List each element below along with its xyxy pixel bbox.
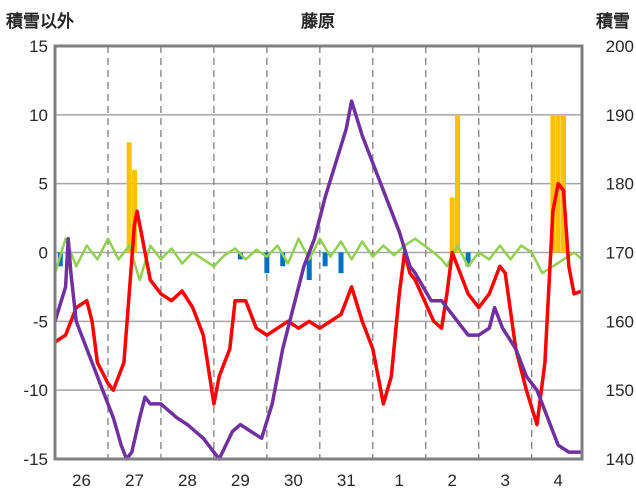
right-tick-label: 200 — [606, 37, 634, 56]
right-axis-title: 積雪 — [596, 11, 630, 31]
x-tick-label: 30 — [284, 471, 303, 490]
left-tick-label: 15 — [29, 37, 48, 56]
right-tick-label: 160 — [606, 312, 634, 331]
x-tick-label: 27 — [125, 471, 144, 490]
wind-line — [53, 237, 583, 282]
x-tick-label: 2 — [448, 471, 457, 490]
negative-bar — [306, 252, 312, 281]
right-tick-label: 170 — [606, 244, 634, 263]
left-tick-label: 0 — [39, 244, 48, 263]
tick-labels: 15 10 5 0 -5 -10 -15 200 190 180 170 160 150 140 26 27 2… — [23, 37, 634, 490]
snowfall-bar — [560, 114, 566, 253]
x-tick-label: 29 — [231, 471, 250, 490]
x-tick-label: 4 — [553, 471, 562, 490]
x-tick-label: 1 — [395, 471, 404, 490]
chart-title: 藤原 — [301, 12, 335, 31]
negative-bar — [264, 252, 270, 274]
line-layer — [53, 99, 583, 461]
x-tick-label: 26 — [72, 471, 91, 490]
snowfall-bar — [131, 169, 137, 253]
left-tick-label: -10 — [23, 381, 48, 400]
snow_depth-line — [53, 99, 582, 461]
negative-bar — [338, 252, 344, 274]
right-tick-label: 140 — [606, 450, 634, 469]
left-tick-label: 5 — [39, 175, 48, 194]
right-tick-label: 150 — [606, 381, 634, 400]
x-tick-label: 3 — [500, 471, 509, 490]
temperature-line — [54, 181, 583, 427]
left-tick-label: 10 — [29, 106, 48, 125]
right-tick-label: 180 — [606, 175, 634, 194]
left-axis-title: 積雪以外 — [6, 11, 74, 31]
snowfall-bar — [550, 114, 556, 253]
snowfall-bar — [455, 114, 461, 253]
left-tick-label: -15 — [23, 450, 48, 469]
negative-bar — [465, 252, 471, 267]
left-tick-label: -5 — [33, 312, 48, 331]
snowfall-bar — [449, 197, 455, 253]
negative-bar — [280, 252, 286, 267]
snowfall-bar — [126, 142, 132, 253]
plot-frame — [53, 44, 584, 461]
right-tick-label: 190 — [606, 106, 634, 125]
negative-bar — [322, 252, 328, 267]
x-tick-label: 31 — [337, 471, 356, 490]
negative-bar — [237, 252, 243, 260]
x-tick-label: 28 — [178, 471, 197, 490]
